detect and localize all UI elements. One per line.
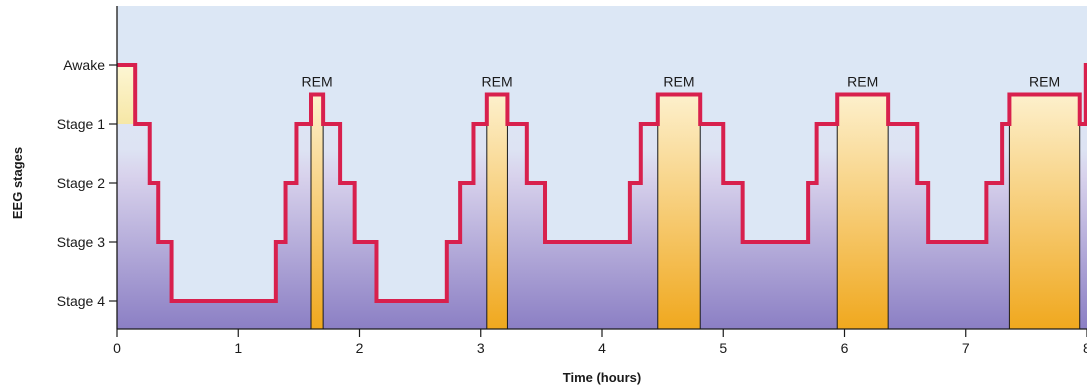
y-tick-label: Stage 1	[57, 116, 105, 132]
x-tick-label: 5	[719, 340, 727, 356]
x-tick-label: 4	[598, 340, 606, 356]
y-tick-label: Stage 2	[57, 175, 105, 191]
y-tick-label: Stage 3	[57, 234, 105, 250]
x-tick-label: 2	[356, 340, 364, 356]
x-tick-label: 8	[1083, 340, 1087, 356]
rem-bar	[486, 94, 508, 330]
y-axis-ticks: Awake Stage 1 Stage 2 Stage 3 Stage 4	[57, 57, 117, 309]
rem-bar	[657, 94, 701, 330]
rem-label: REM	[847, 74, 878, 90]
x-tick-label: 1	[234, 340, 242, 356]
x-axis-ticks: 0 1 2 3 4 5 6 7 8	[113, 329, 1087, 356]
rem-label: REM	[663, 74, 694, 90]
x-axis-title: Time (hours)	[563, 370, 642, 385]
rem-bar	[836, 94, 889, 330]
y-tick-label: Awake	[63, 57, 105, 73]
hypnogram-line	[117, 63, 1087, 303]
x-tick-label: 3	[477, 340, 485, 356]
y-axis-title: EEG stages	[10, 147, 25, 219]
x-tick-label: 7	[962, 340, 970, 356]
rem-labels: REM REM REM REM REM	[302, 74, 1061, 90]
y-tick-label: Stage 4	[57, 293, 105, 309]
rem-label: REM	[302, 74, 333, 90]
rem-label: REM	[482, 74, 513, 90]
awake-fill	[117, 65, 136, 124]
rem-label: REM	[1029, 74, 1060, 90]
rem-bar	[310, 94, 324, 330]
x-tick-label: 0	[113, 340, 121, 356]
x-tick-label: 6	[841, 340, 849, 356]
rem-bar	[1008, 94, 1081, 330]
